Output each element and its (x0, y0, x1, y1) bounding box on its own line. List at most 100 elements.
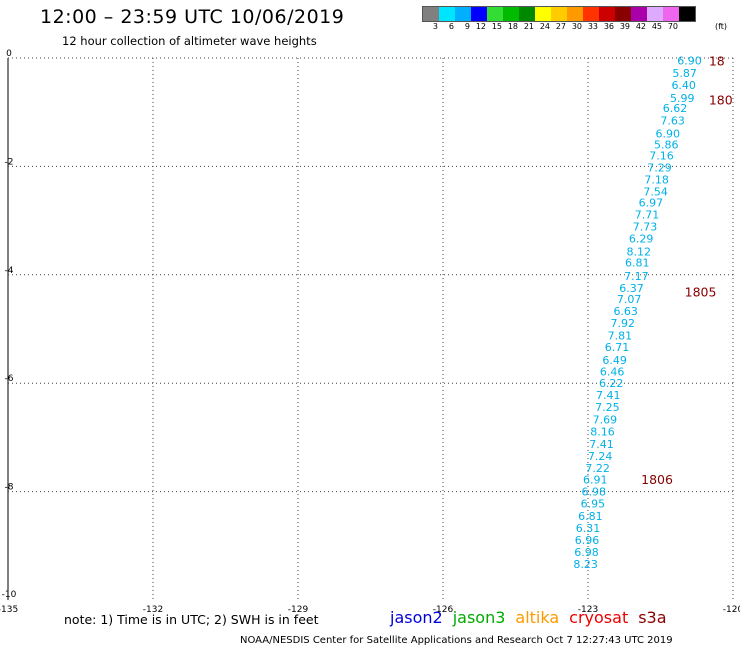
wave-height-label: 6.97 (639, 197, 664, 210)
wave-height-label: 7.41 (596, 389, 621, 402)
color-swatch (647, 7, 663, 21)
color-swatch (535, 7, 551, 21)
color-swatch (423, 7, 439, 21)
color-scale-label: 9 (464, 22, 470, 31)
wave-height-label: 7.41 (589, 438, 614, 451)
color-scale-label: 24 (539, 22, 550, 31)
color-swatch (503, 7, 519, 21)
wave-height-label: 7.92 (611, 317, 636, 330)
wave-height-label: 6.40 (671, 79, 696, 92)
color-scale-labels: 3 6 9 12 15 18 21 24 27 30 33 36 39 42 45 70 (422, 22, 678, 31)
wave-height-label: 6.22 (599, 377, 624, 390)
wave-height-label: 7.81 (608, 330, 633, 343)
wave-height-label: 7.07 (617, 293, 642, 306)
x-tick-label: -126 (433, 605, 454, 615)
x-tick-label: -123 (578, 605, 598, 615)
color-swatch (567, 7, 583, 21)
chart-subtitle: 12 hour collection of altimeter wave hei… (62, 34, 317, 48)
color-scale-label: 6 (448, 22, 454, 31)
color-swatch (487, 7, 503, 21)
color-swatch (471, 7, 487, 21)
color-scale-label: 33 (587, 22, 598, 31)
wave-height-label: 7.69 (593, 414, 618, 427)
wave-height-label: 7.25 (595, 401, 620, 414)
wave-height-label: 6.95 (581, 498, 606, 511)
color-swatch (551, 7, 567, 21)
satellite-jason2: jason2 (390, 608, 443, 627)
color-scale-label: 18 (507, 22, 518, 31)
wave-height-label: 7.29 (647, 161, 672, 174)
wave-height-label: 6.71 (605, 341, 630, 354)
color-scale-label: 21 (523, 22, 534, 31)
wave-height-label: 7.73 (633, 221, 658, 234)
time-label: 18 (709, 54, 725, 69)
y-tick-label: -4 (5, 266, 14, 276)
time-label: 180 (709, 93, 733, 108)
color-scale-label: 36 (603, 22, 614, 31)
color-swatch (519, 7, 535, 21)
wave-height-label: 8.12 (627, 245, 652, 258)
wave-height-label: 8.16 (590, 425, 615, 438)
wave-height-label: 7.24 (588, 450, 613, 463)
y-tick-label: -2 (5, 157, 14, 167)
satellite-altika: altika (515, 608, 560, 627)
color-scale-label: 15 (491, 22, 502, 31)
wave-height-label: 6.81 (625, 256, 650, 269)
wave-height-label: 6.62 (663, 102, 688, 115)
wave-height-label: 5.87 (672, 67, 697, 80)
color-swatch (583, 7, 599, 21)
wave-height-label: 6.49 (602, 354, 627, 367)
color-scale-label: 12 (475, 22, 486, 31)
color-swatch (631, 7, 647, 21)
color-scale-bar (422, 6, 696, 22)
wave-height-label: 7.54 (643, 185, 668, 198)
footnote: note: 1) Time is in UTC; 2) SWH is in fe… (64, 612, 319, 627)
x-tick-label: -120 (723, 605, 740, 615)
wave-height-label: 5.99 (670, 92, 695, 105)
wave-height-label: 6.46 (600, 365, 625, 378)
wave-height-label: 6.98 (582, 486, 607, 499)
x-tick-label: -135 (0, 605, 18, 615)
satellite-cryosat: cryosat (569, 608, 629, 627)
color-scale-label: 27 (555, 22, 566, 31)
color-swatch (455, 7, 471, 21)
color-swatch (439, 7, 455, 21)
wave-height-label: 5.86 (654, 139, 679, 152)
satellite-jason3: jason3 (452, 608, 506, 627)
wave-height-label: 7.71 (635, 209, 660, 222)
color-swatch (599, 7, 615, 21)
wave-height-label: 7.17 (624, 270, 649, 283)
color-scale-label: 30 (571, 22, 582, 31)
wave-height-label: 6.81 (578, 510, 603, 523)
wave-height-label: 7.18 (644, 173, 669, 186)
wave-height-label: 7.63 (660, 114, 685, 127)
wave-height-label: 6.96 (575, 534, 600, 547)
color-swatch (663, 7, 679, 21)
color-swatch (615, 7, 631, 21)
wave-height-label: 7.16 (649, 150, 674, 163)
x-tick-label: -129 (288, 605, 309, 615)
wave-height-label: 8.23 (573, 558, 598, 571)
color-scale-unit: (ft) (715, 22, 728, 31)
wave-height-label: 6.37 (619, 282, 644, 295)
color-scale-label: 45 (651, 22, 662, 31)
y-tick-label: -10 (2, 590, 17, 600)
wave-height-label: 7.22 (585, 462, 610, 475)
color-scale-label: 39 (619, 22, 630, 31)
color-scale-label: 3 (432, 22, 438, 31)
x-tick-label: -132 (143, 605, 163, 615)
wave-height-label: 6.29 (629, 232, 654, 245)
color-swatch (679, 7, 695, 21)
wave-height-label: 6.90 (656, 127, 681, 140)
wave-height-label: 6.63 (613, 305, 638, 318)
wave-height-label: 6.90 (677, 55, 702, 68)
color-scale-label: 42 (635, 22, 646, 31)
y-tick-label: -6 (5, 374, 14, 384)
time-label: 1806 (641, 472, 673, 487)
wave-height-label: 6.98 (574, 546, 599, 559)
chart-title: 12:00 – 23:59 UTC 10/06/2019 (40, 6, 345, 28)
y-tick-label: 0 (6, 49, 12, 59)
satellite-legend: jason2 jason3 altika cryosat s3a (390, 608, 677, 627)
wave-height-label: 6.31 (576, 522, 601, 535)
